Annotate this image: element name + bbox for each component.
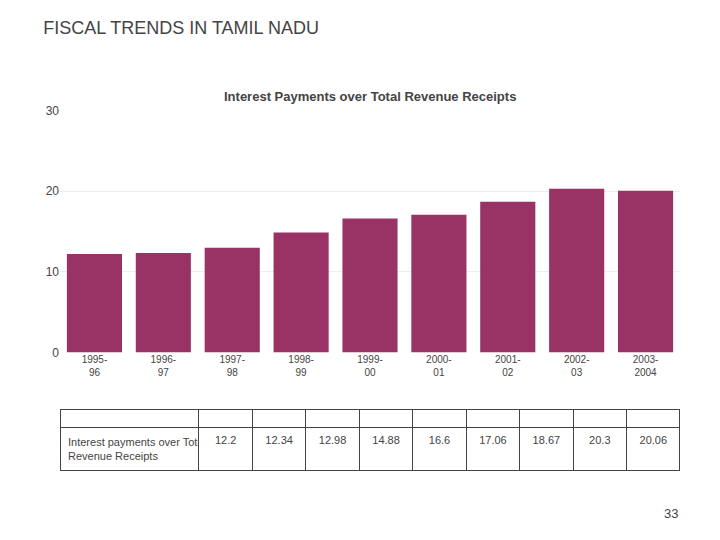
svg-text:1995-96: 1995-96 [82, 354, 108, 378]
svg-text:20: 20 [46, 184, 60, 198]
svg-text:2001-02: 2001-02 [495, 354, 521, 378]
svg-text:14.88: 14.88 [372, 434, 400, 446]
svg-text:16.6: 16.6 [429, 434, 450, 446]
svg-text:0: 0 [52, 346, 59, 360]
svg-text:12.2: 12.2 [215, 434, 236, 446]
svg-text:2000-01: 2000-01 [426, 354, 452, 378]
svg-text:10: 10 [46, 265, 60, 279]
svg-text:20.3: 20.3 [589, 434, 610, 446]
svg-text:1998-99: 1998-99 [288, 354, 314, 378]
svg-text:FISCAL TRENDS IN TAMIL NADU: FISCAL TRENDS IN TAMIL NADU [43, 18, 319, 38]
svg-text:18.67: 18.67 [533, 434, 561, 446]
svg-text:1996-97: 1996-97 [151, 354, 177, 378]
svg-text:Interest Payments over Total R: Interest Payments over Total Revenue Rec… [224, 89, 516, 104]
svg-text:12.98: 12.98 [319, 434, 347, 446]
svg-text:33: 33 [664, 506, 678, 521]
svg-text:30: 30 [46, 104, 60, 118]
svg-text:2003-2004: 2003-2004 [633, 354, 659, 378]
svg-text:Interest payments over TotalRe: Interest payments over TotalRevenue Rece… [68, 436, 200, 462]
svg-text:12.34: 12.34 [265, 434, 293, 446]
svg-text:17.06: 17.06 [479, 434, 507, 446]
svg-text:1999-00: 1999-00 [357, 354, 383, 378]
svg-text:20.06: 20.06 [640, 434, 668, 446]
svg-text:2002-03: 2002-03 [564, 354, 590, 378]
svg-text:1997-98: 1997-98 [219, 354, 245, 378]
